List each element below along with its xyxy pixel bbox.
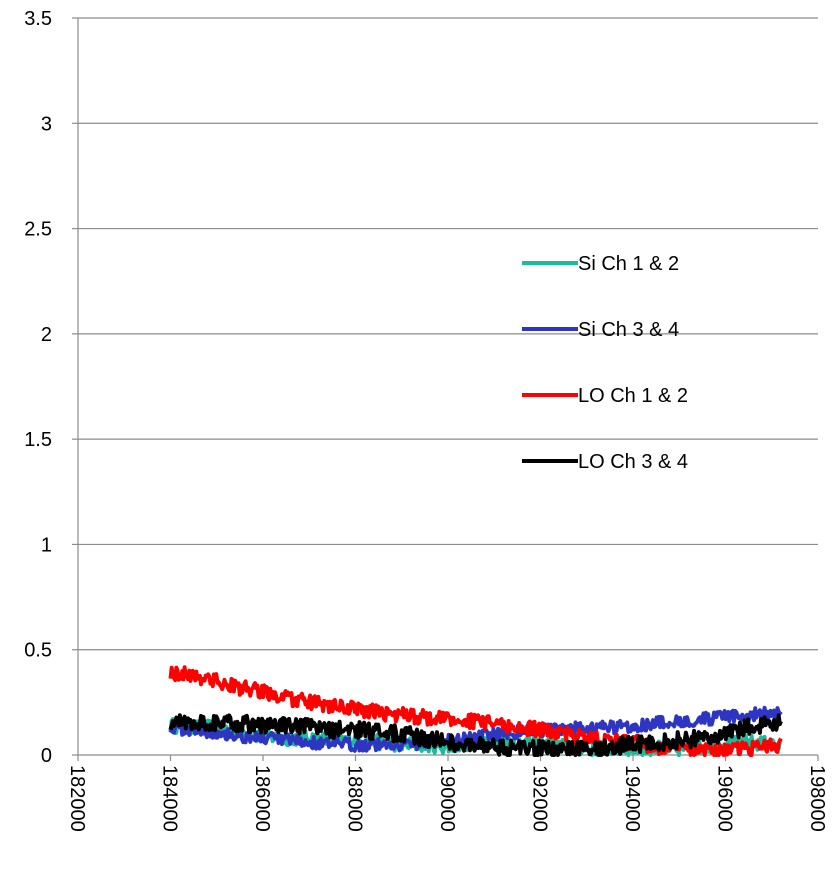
legend: Si Ch 1 & 2 Si Ch 3 & 4 LO Ch 1 & 2 LO Ch 3…: [522, 253, 688, 473]
x-tick-label: 182000: [66, 765, 88, 832]
series-line: [168, 665, 783, 757]
y-tick-label: 2.5: [24, 219, 52, 241]
x-tick-label: 190000: [436, 765, 458, 832]
x-tick-label: 188000: [344, 765, 366, 832]
x-tick-label: 194000: [621, 765, 643, 832]
x-tick-label: 198000: [806, 765, 828, 832]
legend-label: Si Ch 1 & 2: [578, 253, 679, 275]
x-tick-label: 192000: [529, 765, 551, 832]
series-line: [168, 705, 783, 753]
y-tick-label: 1.5: [24, 429, 52, 451]
series-line: [168, 713, 783, 757]
y-tick-label: 0.5: [24, 640, 52, 662]
y-tick-labels: 0 0.5 1 1.5 2 2.5 3 3.5: [24, 8, 52, 767]
y-tick-label: 2: [41, 324, 52, 346]
x-tick-label: 186000: [251, 765, 273, 832]
legend-label: LO Ch 1 & 2: [578, 385, 688, 407]
x-tick-labels: 182000 184000 186000 188000 190000 192000 1940…: [66, 765, 828, 832]
y-tick-label: 1: [41, 534, 52, 556]
y-tick-label: 3: [41, 113, 52, 135]
legend-label: Si Ch 3 & 4: [578, 319, 679, 341]
x-tick-label: 184000: [159, 765, 181, 832]
legend-label: LO Ch 3 & 4: [578, 451, 688, 473]
series-lines: [168, 665, 783, 757]
y-tick-label: 3.5: [24, 8, 52, 30]
y-tick-label: 0: [41, 745, 52, 767]
x-tick-label: 196000: [714, 765, 736, 832]
gridlines: [78, 17, 818, 651]
